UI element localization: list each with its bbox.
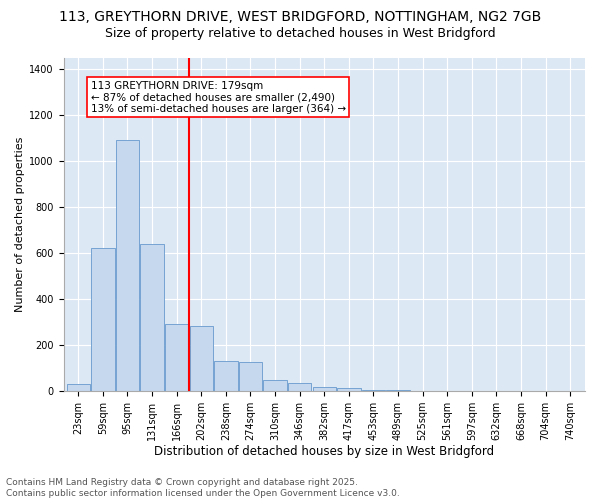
Bar — [190, 326, 213, 391]
Bar — [239, 362, 262, 391]
Bar — [91, 248, 115, 391]
Bar — [214, 361, 238, 391]
Bar — [337, 388, 361, 391]
Text: Contains HM Land Registry data © Crown copyright and database right 2025.
Contai: Contains HM Land Registry data © Crown c… — [6, 478, 400, 498]
Bar — [288, 383, 311, 391]
Bar — [313, 386, 336, 391]
Bar — [140, 244, 164, 391]
Bar — [386, 390, 410, 391]
Bar — [263, 380, 287, 391]
X-axis label: Distribution of detached houses by size in West Bridgford: Distribution of detached houses by size … — [154, 444, 494, 458]
Bar — [362, 390, 385, 391]
Text: 113, GREYTHORN DRIVE, WEST BRIDGFORD, NOTTINGHAM, NG2 7GB: 113, GREYTHORN DRIVE, WEST BRIDGFORD, NO… — [59, 10, 541, 24]
Y-axis label: Number of detached properties: Number of detached properties — [15, 136, 25, 312]
Text: 113 GREYTHORN DRIVE: 179sqm
← 87% of detached houses are smaller (2,490)
13% of : 113 GREYTHORN DRIVE: 179sqm ← 87% of det… — [91, 80, 346, 114]
Bar — [165, 324, 188, 391]
Bar — [67, 384, 90, 391]
Bar — [116, 140, 139, 391]
Text: Size of property relative to detached houses in West Bridgford: Size of property relative to detached ho… — [104, 28, 496, 40]
